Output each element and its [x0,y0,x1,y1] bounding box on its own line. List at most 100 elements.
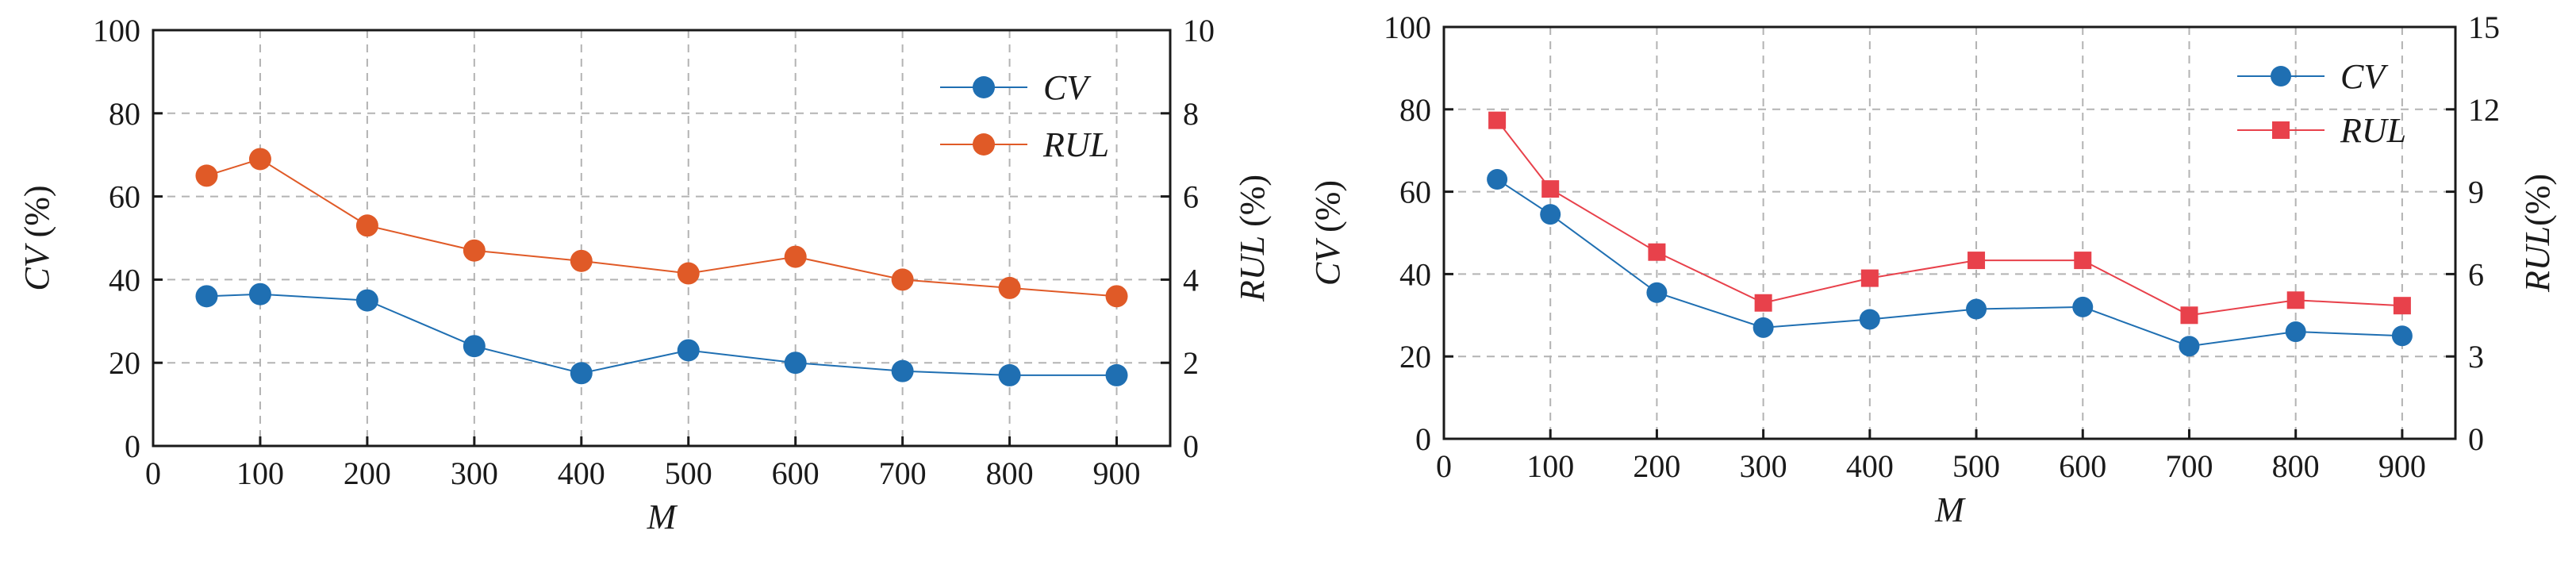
x-tick-label: 200 [1633,448,1680,484]
data-point-cv [355,289,378,312]
data-point-cv [195,285,218,308]
chart-right: 0 100 200 300 400 500 600 700 800 900020406080100… [1308,10,2557,529]
data-point-cv [463,335,486,358]
y-left-tick-label: 40 [1399,256,1431,292]
y-right-axis-title: RUL (%) [1233,175,1272,302]
series-line-cv [1496,179,2402,348]
x-tick-label: 800 [2272,448,2320,484]
legend-label-rul: RUL [1042,125,1109,164]
data-point-cv [2072,296,2094,317]
legend-marker-cv [973,76,995,98]
y-right-tick-label: 3 [2468,339,2484,375]
x-tick-label: 800 [986,455,1034,491]
y-left-tick-label: 20 [109,345,140,381]
data-point-rul [1968,252,1986,270]
y-right-tick-label: 0 [2468,421,2484,457]
x-tick-label: 200 [344,455,391,491]
data-point-rul [195,164,218,187]
y-right-tick-label: 6 [1183,179,1199,215]
y-left-tick-label: 60 [1399,175,1431,210]
data-point-cv [1540,204,1561,225]
data-point-cv [1487,169,1508,190]
y-right-tick-label: 9 [2468,175,2484,210]
y-left-tick-label: 100 [1384,10,1431,45]
data-point-rul [570,249,593,272]
data-point-rul [2286,291,2305,309]
series-line-rul [206,158,1117,298]
series-rul [195,148,1128,308]
x-tick-label: 300 [1740,448,1787,484]
data-point-cv [1966,298,1987,320]
x-tick-label: 700 [2165,448,2213,484]
plot-frame [1442,25,2457,440]
data-point-rul [2074,252,2092,270]
x-tick-label: 900 [2378,448,2426,484]
data-point-cv [677,339,700,362]
data-point-rul [1648,243,1666,261]
data-point-cv [1753,317,1774,338]
y-left-tick-label: 80 [1399,92,1431,128]
y-left-tick-label: 0 [1415,421,1431,457]
data-point-cv [784,352,807,375]
data-point-rul [998,276,1021,299]
data-point-rul [1105,285,1128,308]
data-point-rul [355,214,378,237]
data-point-rul [463,239,486,262]
y-right-tick-label: 15 [2468,10,2500,45]
legend-label-cv: CV [2340,57,2389,96]
y-left-tick-label: 0 [125,428,140,464]
data-point-rul [1541,180,1560,198]
y-left-tick-label: 40 [109,262,140,298]
y-left-tick-label: 60 [109,179,140,215]
legend-label-cv: CV [1043,68,1092,107]
data-point-cv [570,362,593,385]
y-right-tick-label: 4 [1183,262,1199,298]
x-tick-label: 500 [1952,448,2000,484]
ticks: 0 100 200 300 400 500 600 700 800 900020406080100… [93,13,1215,491]
y-left-tick-label: 80 [109,96,140,132]
y-right-tick-label: 2 [1183,345,1199,381]
data-point-rul [2393,297,2411,315]
plot-frame [152,29,1172,448]
data-point-cv [1859,309,1880,330]
legend-marker-rul [2272,121,2290,139]
chart-left: 0 100 200 300 400 500 600 700 800 900020406080100… [17,13,1272,536]
x-tick-label: 100 [1526,448,1574,484]
x-tick-label: 500 [665,455,712,491]
series-rul [1488,111,2411,325]
legend-marker-rul [973,133,995,156]
series-cv [1487,169,2413,357]
x-tick-label: 600 [2059,448,2106,484]
data-point-cv [891,359,914,382]
data-point-rul [677,262,700,285]
data-point-rul [2180,306,2198,325]
data-point-cv [1105,363,1128,386]
x-axis-title: M [647,498,678,536]
x-tick-label: 300 [451,455,498,491]
data-point-rul [1754,294,1772,312]
data-point-rul [784,245,807,268]
legend-label-rul: RUL [2340,111,2406,150]
x-tick-label: 900 [1093,455,1141,491]
x-tick-label: 100 [236,455,284,491]
grid [153,30,1170,446]
x-tick-label: 400 [1846,448,1894,484]
data-point-cv [2285,321,2306,343]
y-left-axis-title: CV (%) [17,185,56,290]
data-point-rul [1860,269,1879,287]
ticks: 0 100 200 300 400 500 600 700 800 900020406080100… [1384,10,2500,484]
series-cv [195,282,1128,386]
y-left-axis-title: CV (%) [1308,180,1347,286]
legend: CV RUL [940,68,1109,164]
y-right-tick-label: 6 [2468,256,2484,292]
series-line-rul [1496,120,2402,317]
data-point-rul [248,148,271,171]
data-point-rul [891,268,914,291]
y-right-tick-label: 12 [2468,92,2500,128]
x-tick-label: 600 [772,455,820,491]
data-point-cv [998,363,1021,386]
series-line-cv [206,293,1117,376]
x-tick-label: 0 [145,455,161,491]
x-axis-title: M [1934,490,1966,529]
